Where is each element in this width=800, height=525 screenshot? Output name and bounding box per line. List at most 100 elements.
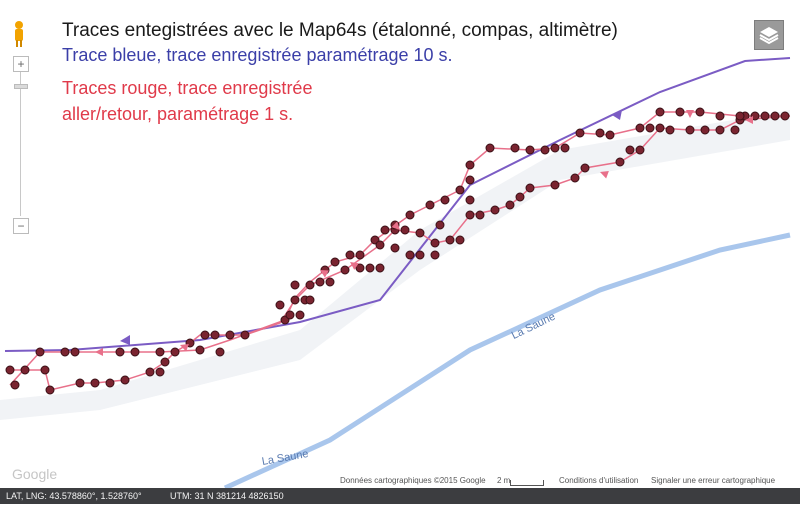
track-point (625, 145, 635, 155)
report-error-link[interactable]: Signaler une erreur cartographique (651, 476, 776, 485)
blue-track (4, 57, 791, 352)
track-point (550, 180, 560, 190)
track-point (780, 111, 790, 121)
track-point (665, 125, 675, 135)
status-bar: LAT, LNG: 43.578860°, 1.528760° UTM: 31 … (0, 488, 800, 504)
track-point (400, 225, 410, 235)
track-point (455, 185, 465, 195)
track-point (330, 257, 340, 267)
track-point (60, 347, 70, 357)
track-point (290, 295, 300, 305)
track-point (715, 111, 725, 121)
track-point (120, 375, 130, 385)
track-point (20, 365, 30, 375)
track-point (115, 347, 125, 357)
track-point (45, 385, 55, 395)
track-point (685, 125, 695, 135)
track-point (295, 310, 305, 320)
track-point (505, 200, 515, 210)
track-point (655, 123, 665, 133)
track-point (635, 145, 645, 155)
track-points (5, 107, 790, 395)
track-point (155, 367, 165, 377)
track-point (240, 330, 250, 340)
track-point (435, 220, 445, 230)
track-point (275, 300, 285, 310)
map-attribution: Données cartographiques ©2015 Google (340, 476, 486, 485)
red-track-arrow (320, 270, 329, 278)
zoom-slider-track[interactable] (20, 72, 21, 216)
track-point (465, 160, 475, 170)
track-point (35, 347, 45, 357)
track-point (770, 111, 780, 121)
track-point (340, 265, 350, 275)
red-track-arrow (95, 348, 103, 356)
track-point (305, 280, 315, 290)
track-point (485, 143, 495, 153)
track-point (525, 145, 535, 155)
track-point (465, 175, 475, 185)
track-point (405, 250, 415, 260)
blue-track-arrow (120, 335, 130, 345)
track-point (215, 347, 225, 357)
track-point (145, 367, 155, 377)
zoom-out-button[interactable]: − (13, 218, 29, 234)
track-point (70, 347, 80, 357)
track-point (40, 365, 50, 375)
track-point (580, 163, 590, 173)
track-point (170, 347, 180, 357)
track-point (290, 280, 300, 290)
track-point (5, 365, 15, 375)
track-point (75, 378, 85, 388)
track-point (10, 380, 20, 390)
track-point (570, 173, 580, 183)
scale-label: 2 m (497, 476, 511, 485)
track-point (375, 240, 385, 250)
track-point (490, 205, 500, 215)
track-point (730, 125, 740, 135)
track-point (465, 195, 475, 205)
red-track-arrow (686, 110, 694, 118)
terms-link[interactable]: Conditions d'utilisation (559, 476, 639, 485)
track-point (355, 250, 365, 260)
red-track-arrow (180, 343, 189, 352)
track-point (160, 357, 170, 367)
track-point (425, 200, 435, 210)
track-point (515, 192, 525, 202)
pegman-icon[interactable] (12, 20, 26, 48)
track-point (695, 107, 705, 117)
track-point (615, 157, 625, 167)
river-line (223, 232, 791, 491)
red-track-caption-line1: Traces rouge, trace enregistrée (62, 78, 313, 98)
track-point (445, 235, 455, 245)
track-point (105, 378, 115, 388)
track-point (430, 250, 440, 260)
layers-button[interactable] (754, 20, 784, 50)
track-point (355, 263, 365, 273)
track-point (455, 235, 465, 245)
blue-track-caption: Trace bleue, trace enregistrée paramétra… (62, 45, 453, 65)
track-point (735, 111, 745, 121)
track-point (700, 125, 710, 135)
zoom-in-button[interactable]: + (13, 56, 29, 72)
track-point (550, 143, 560, 153)
track-point (715, 125, 725, 135)
track-point (380, 225, 390, 235)
track-point (365, 263, 375, 273)
layers-icon (759, 27, 779, 45)
zoom-slider-handle[interactable] (14, 84, 28, 89)
track-point (525, 183, 535, 193)
track-point (635, 123, 645, 133)
blue-track-arrow (612, 110, 622, 120)
red-track-arrow (745, 116, 753, 124)
track-point (155, 347, 165, 357)
red-track-arrow (350, 262, 359, 270)
red-track-arrow (600, 170, 609, 179)
track-point (415, 250, 425, 260)
track-point (510, 143, 520, 153)
track-point (475, 210, 485, 220)
utm-readout: UTM: 31 N 381214 4826150 (170, 491, 284, 501)
track-point (560, 143, 570, 153)
red-track-caption-line2: aller/retour, paramétrage 1 s. (62, 104, 294, 124)
